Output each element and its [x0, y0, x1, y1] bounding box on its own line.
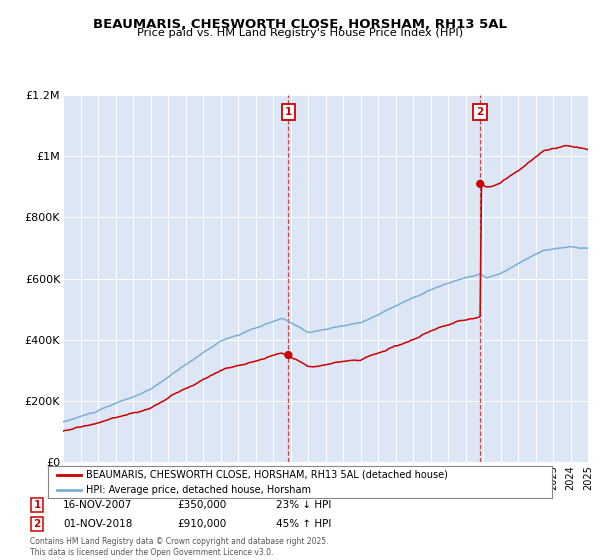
Text: 2: 2 — [34, 519, 41, 529]
Point — [475, 179, 485, 188]
Text: £350,000: £350,000 — [177, 500, 226, 510]
Text: 01-NOV-2018: 01-NOV-2018 — [63, 519, 133, 529]
Text: £910,000: £910,000 — [177, 519, 226, 529]
Point — [284, 351, 293, 360]
Text: 45% ↑ HPI: 45% ↑ HPI — [276, 519, 331, 529]
Text: 16-NOV-2007: 16-NOV-2007 — [63, 500, 133, 510]
Text: Price paid vs. HM Land Registry's House Price Index (HPI): Price paid vs. HM Land Registry's House … — [137, 28, 463, 38]
Text: BEAUMARIS, CHESWORTH CLOSE, HORSHAM, RH13 5AL: BEAUMARIS, CHESWORTH CLOSE, HORSHAM, RH1… — [93, 18, 507, 31]
Text: HPI: Average price, detached house, Horsham: HPI: Average price, detached house, Hors… — [86, 484, 311, 494]
Text: 1: 1 — [285, 107, 292, 116]
Text: Contains HM Land Registry data © Crown copyright and database right 2025.
This d: Contains HM Land Registry data © Crown c… — [30, 537, 329, 557]
Text: BEAUMARIS, CHESWORTH CLOSE, HORSHAM, RH13 5AL (detached house): BEAUMARIS, CHESWORTH CLOSE, HORSHAM, RH1… — [86, 470, 448, 480]
Text: 23% ↓ HPI: 23% ↓ HPI — [276, 500, 331, 510]
Text: 2: 2 — [476, 107, 484, 116]
Text: 1: 1 — [34, 500, 41, 510]
